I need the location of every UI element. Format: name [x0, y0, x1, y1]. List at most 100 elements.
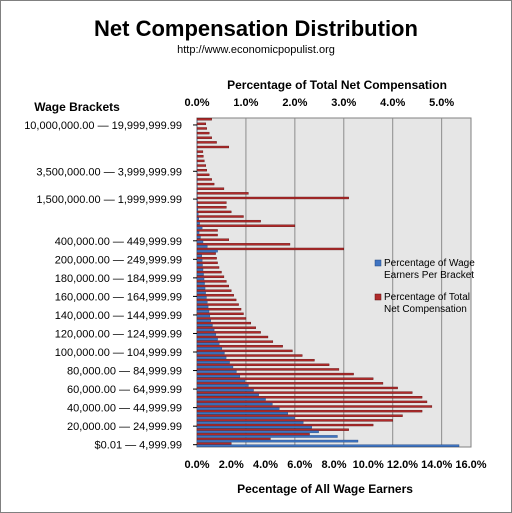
bar-wage-earners [196, 286, 206, 290]
bar-compensation [196, 150, 204, 153]
bar-wage-earners [196, 435, 338, 438]
bar-compensation [196, 414, 403, 417]
bar-compensation [196, 178, 212, 181]
bar-compensation [196, 335, 269, 339]
bar-wage-earners [196, 324, 213, 327]
bar-compensation [196, 261, 218, 265]
bar-compensation [196, 349, 293, 353]
bar-compensation [196, 219, 261, 223]
category-label: 140,000.00 — 144,999.99 [55, 310, 182, 322]
bar-wage-earners [196, 310, 210, 313]
bar-wage-earners [196, 407, 280, 410]
bar-wage-earners [196, 388, 254, 392]
bar-wage-earners [196, 379, 246, 383]
bar-compensation [196, 363, 330, 366]
bar-compensation [196, 423, 374, 427]
bar-compensation [196, 382, 384, 385]
bar-compensation [196, 257, 217, 260]
bar-compensation [196, 122, 207, 126]
bar-compensation [196, 358, 315, 362]
bar-wage-earners [196, 263, 203, 267]
category-label: 160,000.00 — 164,999.99 [55, 291, 182, 303]
bar-compensation [196, 131, 210, 135]
chart-title: Net Compensation Distribution [94, 16, 418, 41]
bar-compensation [196, 326, 256, 329]
bar-wage-earners [196, 203, 198, 207]
bar-compensation [196, 386, 398, 390]
bar-compensation [196, 187, 225, 190]
bar-wage-earners [196, 384, 249, 387]
bar-compensation [196, 321, 252, 325]
category-label: 100,000.00 — 104,999.99 [55, 347, 182, 359]
bar-wage-earners [196, 231, 200, 234]
bar-compensation [196, 182, 215, 186]
bar-wage-earners [196, 319, 211, 322]
bar-wage-earners [196, 208, 199, 211]
bar-compensation [196, 396, 423, 399]
top-tick-label: 0.0% [184, 97, 209, 109]
bar-compensation [196, 196, 349, 200]
legend-label-line: Percentage of Total [384, 292, 470, 303]
bar-wage-earners [196, 328, 215, 332]
bar-compensation [196, 155, 204, 158]
bar-compensation [196, 192, 249, 195]
bar-wage-earners [196, 300, 208, 304]
legend-label-line: Percentage of Wage [384, 258, 475, 269]
legend-label-line: Net Compensation [384, 304, 467, 315]
bar-wage-earners [196, 361, 230, 364]
bar-wage-earners [196, 402, 273, 406]
bar-compensation [196, 206, 227, 209]
bar-wage-earners [196, 370, 237, 373]
bar-compensation [196, 354, 303, 357]
bar-compensation [196, 173, 210, 176]
chart-subtitle: http://www.economicpopulist.org [177, 44, 335, 56]
bar-compensation [196, 340, 274, 343]
bar-wage-earners [196, 314, 211, 318]
bar-compensation [196, 409, 423, 413]
bar-compensation [196, 210, 232, 214]
bar-wage-earners [196, 356, 227, 359]
bar-wage-earners [196, 291, 206, 295]
bar-compensation [196, 127, 207, 130]
bar-compensation [196, 405, 433, 408]
bottom-tick-label: 4.0% [253, 459, 278, 471]
category-label: 40,000.00 — 44,999.99 [67, 403, 182, 415]
bar-wage-earners [196, 273, 204, 276]
bar-compensation [196, 428, 349, 431]
bar-wage-earners [196, 421, 304, 424]
top-tick-label: 4.0% [380, 97, 405, 109]
bar-compensation [196, 284, 230, 288]
category-label: $0.01 — 4,999.99 [95, 440, 182, 452]
bar-compensation [196, 266, 220, 269]
bar-compensation [196, 159, 205, 163]
bar-compensation [196, 238, 230, 241]
legend-swatch-compensation [374, 293, 382, 301]
bottom-tick-label: 12.0% [387, 459, 418, 471]
bar-compensation [196, 270, 222, 274]
bar-wage-earners [196, 347, 223, 350]
bar-wage-earners [196, 337, 218, 341]
bar-compensation [196, 377, 374, 380]
bar-compensation [196, 437, 271, 441]
bar-wage-earners [196, 245, 208, 248]
bar-compensation [196, 275, 225, 278]
bar-wage-earners [196, 374, 241, 378]
bottom-tick-label: 14.0% [421, 459, 452, 471]
category-label: 400,000.00 — 449,999.99 [55, 236, 182, 248]
bar-compensation [196, 442, 232, 445]
top-axis-title: Percentage of Total Net Compensation [227, 78, 447, 92]
bar-wage-earners [196, 305, 209, 308]
legend-swatch-wage [374, 259, 382, 267]
category-label: 120,000.00 — 124,999.99 [55, 328, 182, 340]
bar-compensation [196, 294, 234, 297]
bar-compensation [196, 317, 247, 320]
bar-compensation [196, 372, 354, 376]
bar-compensation [196, 252, 216, 255]
bar-compensation [196, 419, 393, 422]
bar-wage-earners [196, 444, 460, 447]
bar-wage-earners [196, 198, 198, 202]
bottom-tick-label: 2.0% [219, 459, 244, 471]
bar-compensation [196, 433, 310, 436]
bar-wage-earners [196, 333, 217, 336]
